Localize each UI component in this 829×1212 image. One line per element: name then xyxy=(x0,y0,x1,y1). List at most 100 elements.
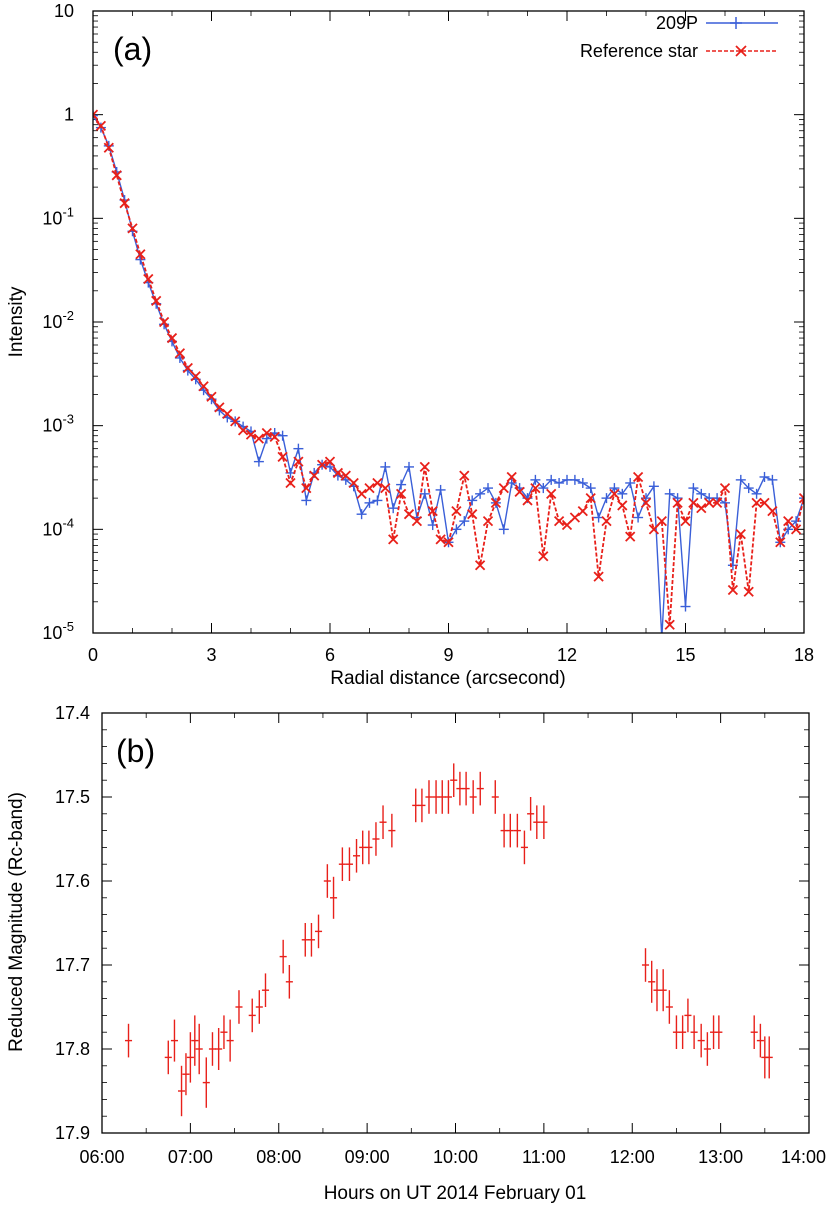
x-tick-label: 18 xyxy=(794,645,814,665)
data-point-209p xyxy=(356,509,367,520)
panel-a-plot-area xyxy=(93,109,804,633)
data-point-209p xyxy=(759,471,770,482)
x-tick-label: 10:00 xyxy=(433,1147,478,1167)
data-point-209p xyxy=(743,483,754,494)
y-tick-label: 17.4 xyxy=(55,703,90,723)
data-point-reference-star xyxy=(451,505,462,517)
y-tick-label: 1 xyxy=(64,105,74,125)
data-point-209p xyxy=(451,524,462,535)
data-point-reference-star xyxy=(617,500,628,511)
data-point-209p xyxy=(585,483,596,494)
data-point-reference-star xyxy=(640,497,652,509)
y-tick-label-base: 10 xyxy=(42,312,62,332)
data-point-magnitude xyxy=(195,1023,203,1075)
data-point-209p xyxy=(577,477,588,488)
data-point-magnitude xyxy=(285,965,293,999)
data-point-reference-star xyxy=(435,534,446,545)
data-point-reference-star xyxy=(783,515,794,527)
y-tick-label: 10-5 xyxy=(42,619,74,643)
data-point-209p xyxy=(364,497,375,508)
y-tick-label: 17.7 xyxy=(55,955,90,975)
data-point-magnitude xyxy=(372,822,380,856)
data-point-magnitude xyxy=(540,805,548,839)
data-point-magnitude xyxy=(765,1036,773,1079)
y-tick-label-base: 1 xyxy=(64,105,74,125)
panel-a-xlabel: Radial distance (arcsecond) xyxy=(330,668,566,689)
data-point-reference-star xyxy=(672,497,683,509)
panel-b-y-tick-labels: 17.4 17.5 17.6 17.7 17.8 17.9 xyxy=(55,703,90,1143)
data-point-209p xyxy=(372,495,383,506)
data-point-reference-star xyxy=(759,497,770,509)
data-point-reference-star xyxy=(798,492,804,504)
panel-a-x-tick-labels: 0 3 6 9 12 15 18 xyxy=(88,645,814,665)
series-line-209p xyxy=(93,115,804,633)
data-point-magnitude xyxy=(178,1065,186,1117)
data-point-209p xyxy=(696,488,707,499)
data-point-magnitude xyxy=(182,1053,190,1096)
data-point-reference-star xyxy=(719,482,731,494)
data-point-209p xyxy=(791,516,802,527)
data-point-209p xyxy=(467,495,478,506)
data-point-magnitude xyxy=(506,813,514,848)
data-point-209p xyxy=(435,484,446,495)
data-point-magnitude xyxy=(220,1015,228,1049)
data-point-magnitude xyxy=(476,771,484,806)
data-point-magnitude xyxy=(323,864,331,898)
data-point-magnitude xyxy=(345,847,353,881)
data-point-magnitude xyxy=(388,813,396,848)
data-point-209p xyxy=(277,430,288,441)
data-point-reference-star xyxy=(206,391,217,402)
data-point-magnitude xyxy=(456,771,464,806)
data-point-reference-star xyxy=(348,477,359,489)
data-point-magnitude xyxy=(715,1015,723,1049)
data-point-reference-star xyxy=(561,519,573,531)
data-point-reference-star xyxy=(237,425,249,436)
data-point-209p xyxy=(325,461,335,472)
data-point-magnitude xyxy=(208,1032,217,1066)
panel-b-series xyxy=(124,763,773,1117)
y-tick-label: 10-2 xyxy=(42,308,74,332)
x-tick-label: 13:00 xyxy=(698,1147,743,1167)
data-point-209p xyxy=(672,493,683,504)
data-point-magnitude xyxy=(432,780,440,814)
data-point-209p xyxy=(483,483,493,494)
data-point-reference-star xyxy=(340,470,351,481)
data-point-magnitude xyxy=(279,939,287,974)
data-point-209p xyxy=(688,483,699,494)
data-point-reference-star xyxy=(482,515,494,527)
data-point-reference-star xyxy=(743,586,754,597)
data-point-magnitude xyxy=(248,998,256,1033)
data-point-reference-star xyxy=(103,142,114,153)
data-point-magnitude xyxy=(513,813,521,848)
data-point-209p xyxy=(538,483,549,494)
data-point-reference-star xyxy=(395,488,407,499)
x-tick-label: 9 xyxy=(443,645,453,665)
data-point-magnitude xyxy=(226,1019,234,1062)
data-point-reference-star xyxy=(364,482,375,494)
x-tick-label: 6 xyxy=(325,645,335,665)
data-point-reference-star xyxy=(775,537,786,548)
x-tick-label: 09:00 xyxy=(345,1147,390,1167)
panel-a-frame xyxy=(92,10,805,634)
data-point-reference-star xyxy=(190,371,201,382)
data-point-reference-star xyxy=(522,495,533,506)
panel-a-legend: 209P Reference star xyxy=(580,13,778,61)
data-point-reference-star xyxy=(498,482,509,494)
data-point-209p xyxy=(388,503,399,514)
data-point-209p xyxy=(253,456,264,467)
data-point-magnitude xyxy=(261,973,270,1007)
data-point-reference-star xyxy=(151,295,162,306)
x-tick-label: 12 xyxy=(557,645,577,665)
data-point-magnitude xyxy=(659,969,667,1012)
data-point-magnitude xyxy=(301,923,309,957)
data-point-reference-star xyxy=(380,482,391,494)
data-point-reference-star xyxy=(767,505,778,517)
y-tick-label: 17.6 xyxy=(55,871,90,891)
data-point-magnitude xyxy=(255,990,263,1024)
data-point-magnitude xyxy=(469,780,477,814)
data-point-magnitude xyxy=(684,998,692,1033)
data-point-reference-star xyxy=(222,408,233,419)
data-point-reference-star xyxy=(569,512,581,523)
